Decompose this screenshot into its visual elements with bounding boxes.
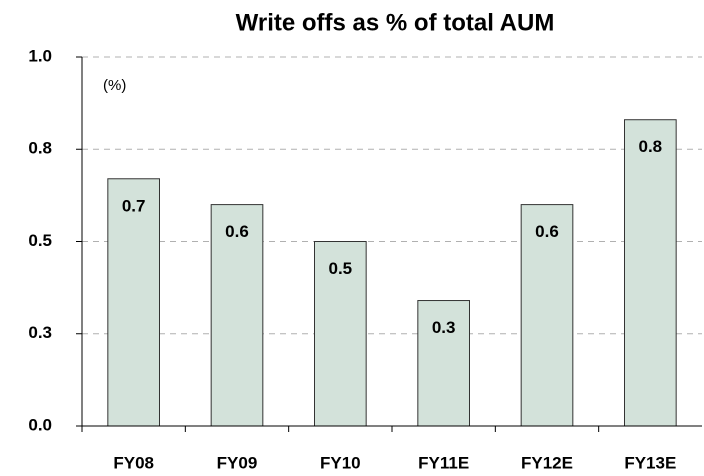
value-label: 0.6 — [535, 222, 559, 241]
y-tick-label: 1.0 — [28, 46, 52, 65]
chart-title: Write offs as % of total AUM — [236, 9, 555, 36]
x-tick-label: FY12E — [521, 453, 573, 472]
bar — [107, 178, 161, 427]
value-label: 0.8 — [639, 137, 663, 156]
x-tick-label: FY13E — [624, 453, 676, 472]
unit-annotation: (%) — [103, 77, 126, 94]
bar — [314, 241, 367, 427]
x-tick-label: FY08 — [113, 453, 154, 472]
x-tick-label: FY09 — [217, 453, 258, 472]
bar — [520, 204, 574, 427]
value-label: 0.5 — [329, 259, 353, 278]
y-tick-label: 0.5 — [28, 231, 52, 250]
value-label: 0.6 — [225, 222, 249, 241]
x-tick-label: FY11E — [418, 453, 469, 472]
y-tick-label: 0.0 — [28, 415, 52, 434]
value-label: 0.3 — [432, 318, 456, 337]
y-tick-label: 0.8 — [28, 139, 52, 158]
x-tick-label: FY10 — [320, 453, 361, 472]
bar — [624, 119, 677, 427]
value-label: 0.7 — [122, 196, 146, 215]
y-tick-label: 0.3 — [28, 323, 52, 342]
